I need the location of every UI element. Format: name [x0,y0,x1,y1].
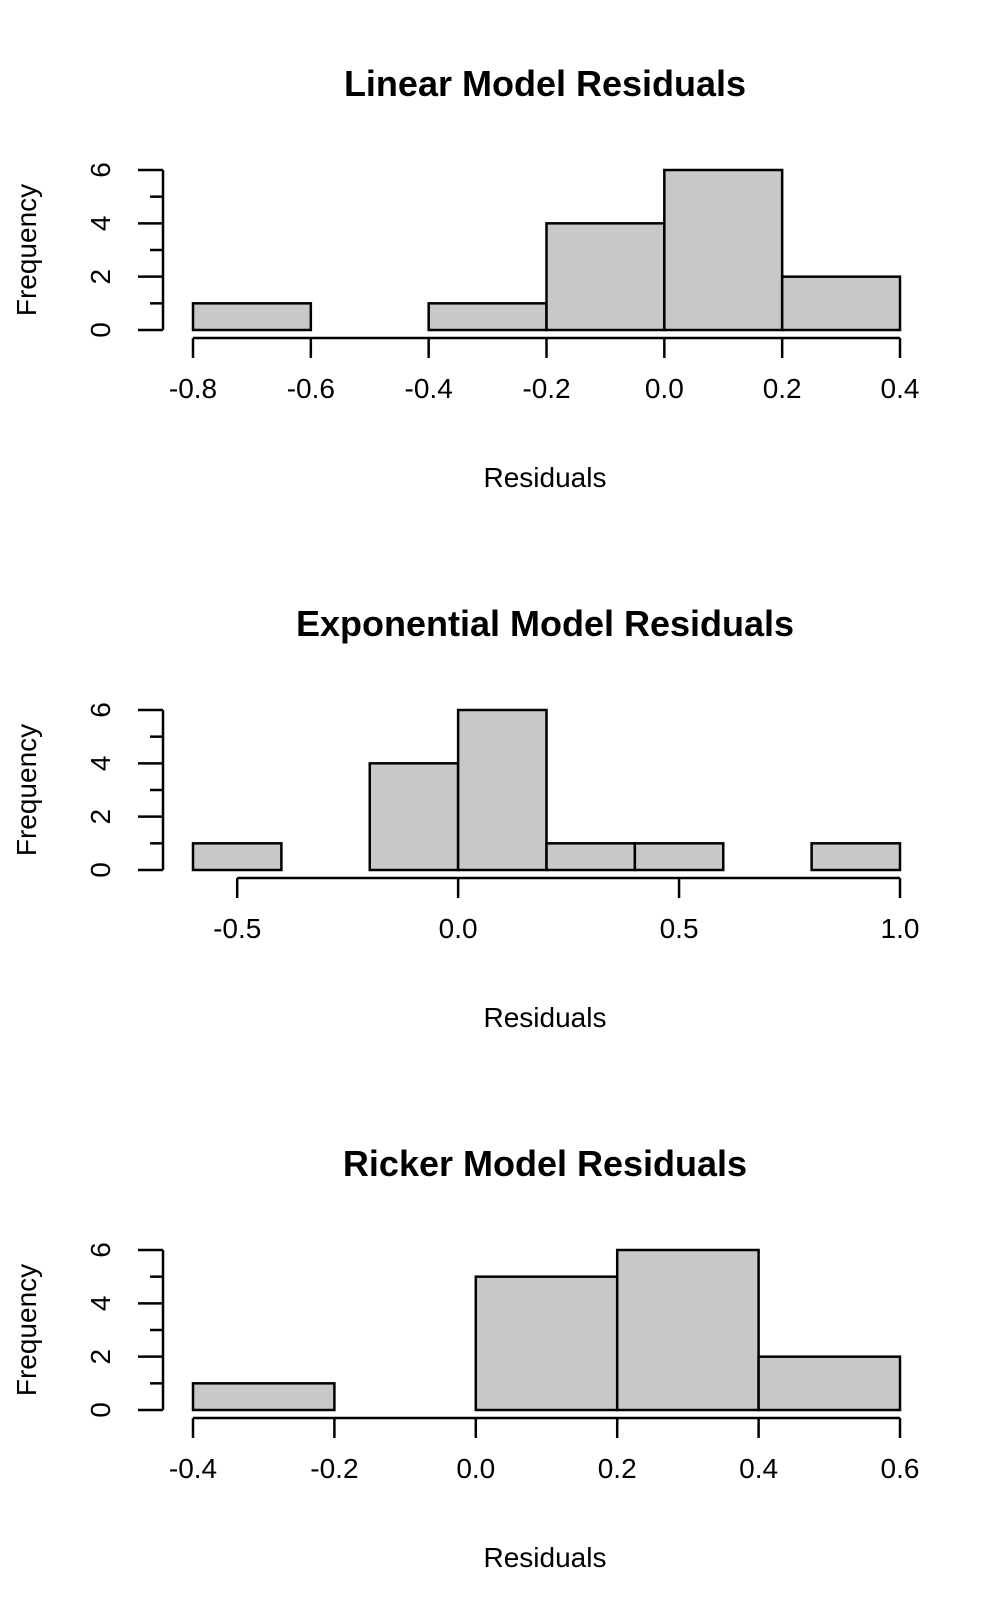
y-axis-label: Frequency [11,1264,42,1396]
histogram-bar [615,1248,760,1412]
x-axis-label: Residuals [484,1002,607,1033]
x-tick-label: 0.2 [598,1453,637,1484]
bars [191,168,902,332]
y-tick-label: 0 [85,1402,116,1418]
bars [191,1248,902,1412]
x-tick-label: 0.0 [645,373,684,404]
y-tick-label: 0 [85,322,116,338]
histogram-bar [191,1382,336,1412]
y-tick-label: 4 [85,216,116,232]
y-axis: 0 2 4 6 [85,702,165,878]
histogram-bar [427,302,548,332]
panel-exponential: Exponential Model Residuals Residuals Fr… [11,603,919,1033]
y-tick-label: 2 [85,269,116,285]
y-tick-label: 6 [85,1242,116,1258]
x-tick-label: -0.4 [405,373,453,404]
x-tick-label: -0.2 [522,373,570,404]
x-tick-label: 0.6 [881,1453,920,1484]
x-tick-label: 0.0 [456,1453,495,1484]
x-tick-label: -0.6 [287,373,335,404]
y-tick-label: 2 [85,809,116,825]
y-tick-label: 4 [85,1296,116,1312]
histogram-bar [810,842,902,872]
chart-title: Exponential Model Residuals [296,603,794,644]
histogram-bar [545,222,666,332]
x-tick-label: 0.2 [763,373,802,404]
y-axis: 0 2 4 6 [85,1242,165,1418]
histogram-bar [780,275,902,332]
chart-title: Linear Model Residuals [344,63,746,104]
histogram-bar [191,302,313,332]
bars [191,708,902,872]
y-tick-label: 0 [85,862,116,878]
x-axis: -0.5 0.0 0.5 1.0 [213,876,920,944]
x-tick-label: -0.4 [169,1453,217,1484]
histogram-bar [545,842,637,872]
chart-title: Ricker Model Residuals [343,1143,747,1184]
y-tick-label: 4 [85,756,116,772]
x-tick-label: -0.2 [310,1453,358,1484]
histogram-bar [663,168,784,332]
histogram-bar [191,842,283,872]
x-tick-label: 1.0 [881,913,920,944]
x-tick-label: 0.4 [739,1453,778,1484]
x-tick-label: 0.0 [439,913,478,944]
x-axis: -0.4 -0.2 0.0 0.2 0.4 0.6 [169,1416,920,1484]
y-axis: 0 2 4 6 [85,162,165,338]
y-axis-label: Frequency [11,724,42,856]
histogram-bar [757,1355,902,1412]
x-tick-label: -0.5 [213,913,261,944]
histogram-bar [633,842,725,872]
x-axis: -0.8 -0.6 -0.4 -0.2 0.0 0.2 0.4 [169,336,920,404]
x-axis-label: Residuals [484,1542,607,1573]
x-tick-label: 0.5 [660,913,699,944]
x-tick-label: 0.4 [881,373,920,404]
histogram-bar [368,762,460,872]
y-tick-label: 2 [85,1349,116,1365]
y-tick-label: 6 [85,702,116,718]
x-axis-label: Residuals [484,462,607,493]
y-axis-label: Frequency [11,184,42,316]
histogram-bar [474,1275,619,1412]
x-tick-label: -0.8 [169,373,217,404]
panel-linear: Linear Model Residuals Residuals Frequen… [11,63,919,493]
panel-ricker: Ricker Model Residuals Residuals Frequen… [11,1143,919,1573]
histogram-bar [456,708,548,872]
y-tick-label: 6 [85,162,116,178]
